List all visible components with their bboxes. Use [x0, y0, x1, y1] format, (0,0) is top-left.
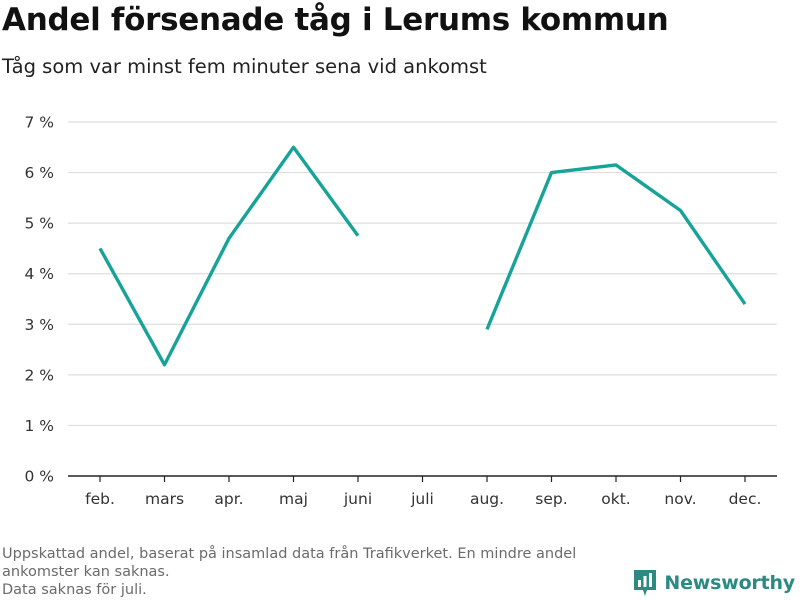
- y-tick-label: 4 %: [24, 265, 54, 283]
- brand-name: Newsworthy: [664, 572, 795, 594]
- x-tick-label: dec.: [729, 490, 762, 508]
- y-tick-label: 1 %: [24, 417, 54, 435]
- line-chart: 0 % 1 % 2 % 3 % 4 % 5 % 6 % 7 % feb. mars apr. maj…: [24, 114, 777, 508]
- x-tick-label: maj: [279, 490, 308, 508]
- y-tick-label: 7 %: [24, 114, 54, 132]
- series-lines: [98, 145, 747, 367]
- chart-title: Andel försenade tåg i Lerums kommun: [2, 2, 669, 38]
- y-tick-label: 2 %: [24, 366, 54, 384]
- y-tick-label: 0 %: [24, 468, 54, 486]
- x-axis-labels: feb. mars apr. maj juni juli aug. sep. okt. nov. d…: [85, 490, 761, 508]
- bar-chart-logo-icon: [634, 570, 657, 596]
- x-tick-label: juni: [343, 490, 372, 508]
- x-tick-label: mars: [145, 490, 184, 508]
- series-line-segment: [485, 163, 747, 330]
- x-tick-label: sep.: [535, 490, 567, 508]
- grid-lines: [68, 121, 777, 427]
- x-tick-label: aug.: [470, 490, 504, 508]
- footnote-source: Uppskattad andel, baserat på insamlad da…: [2, 546, 577, 580]
- chart-subtitle: Tåg som var minst fem minuter sena vid a…: [2, 55, 487, 78]
- footnote-missing-data: Data saknas för juli.: [2, 582, 147, 598]
- x-tick-label: juli: [410, 490, 434, 508]
- x-tick-label: okt.: [601, 490, 630, 508]
- footnote: Uppskattad andel, baserat på insamlad da…: [2, 545, 642, 599]
- y-tick-label: 5 %: [24, 215, 54, 233]
- x-axis: [68, 475, 777, 482]
- y-axis-labels: 0 % 1 % 2 % 3 % 4 % 5 % 6 % 7 %: [24, 114, 54, 486]
- x-tick-label: feb.: [85, 490, 115, 508]
- series-line-segment: [98, 145, 360, 367]
- y-tick-label: 6 %: [24, 164, 54, 182]
- x-tick-label: nov.: [664, 490, 696, 508]
- x-tick-label: apr.: [214, 490, 243, 508]
- y-tick-label: 3 %: [24, 316, 54, 334]
- brand-logo: Newsworthy: [632, 568, 795, 598]
